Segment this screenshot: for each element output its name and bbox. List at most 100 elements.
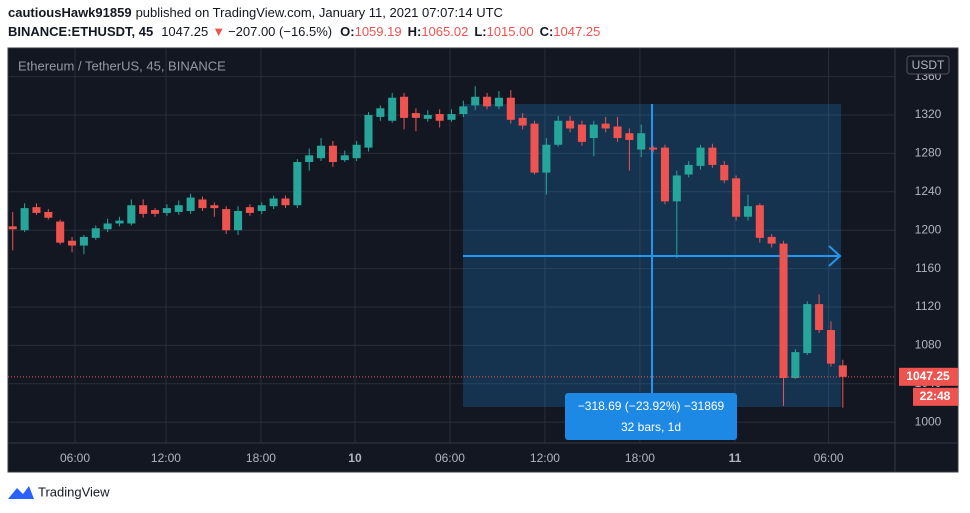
- candle-body: [20, 208, 29, 231]
- x-tick-label: 10: [348, 451, 362, 465]
- ohlc-value: 1015.00: [487, 24, 534, 39]
- ohlc-value: 1047.25: [553, 24, 600, 39]
- candle-body: [340, 155, 349, 161]
- countdown-box: [913, 387, 958, 406]
- last-price-box: [899, 367, 958, 386]
- candle-body: [222, 209, 231, 231]
- down-arrow: ▼: [212, 24, 225, 39]
- candle-body: [779, 243, 788, 379]
- x-tick-label: 11: [729, 451, 742, 465]
- y-tick-label: 1080: [915, 338, 942, 352]
- unit-box: [906, 55, 950, 75]
- candle-body: [352, 144, 361, 159]
- candle-body: [708, 147, 717, 165]
- candle-body: [423, 115, 432, 119]
- x-tick-label: 06:00: [814, 451, 844, 465]
- candle-body: [317, 145, 326, 159]
- candle-body: [696, 147, 705, 166]
- y-tick-label: 1240: [915, 184, 942, 198]
- measure-label-box: [565, 393, 737, 440]
- candle-body: [56, 221, 65, 243]
- measure-change: −318.69 (−23.92%) −31869: [578, 399, 725, 413]
- candle-body: [245, 207, 254, 213]
- candle-body: [151, 210, 160, 214]
- candle-body: [459, 106, 468, 115]
- candle-body: [115, 220, 124, 224]
- candle-body: [328, 145, 337, 163]
- overlay: −318.69 (−23.92%) −31869 32 bars, 1d: [565, 393, 737, 440]
- candle-body: [293, 162, 302, 206]
- candle-body: [79, 236, 88, 246]
- measure-span: 32 bars, 1d: [621, 420, 681, 434]
- candle-body: [554, 120, 563, 145]
- ohlc-value: 1065.02: [421, 24, 468, 39]
- candle-body: [68, 240, 77, 246]
- price-tag: 1047.25 22:48: [899, 367, 958, 406]
- candle-body: [234, 210, 243, 231]
- candle-body: [435, 114, 444, 121]
- symbol-line: BINANCE:ETHUSDT, 45 1047.25 ▼ −207.00 (−16.…: [8, 24, 600, 39]
- candle-body: [506, 97, 515, 120]
- candle-body: [483, 96, 492, 107]
- candle-body: [803, 304, 812, 354]
- countdown: 22:48: [920, 389, 951, 403]
- candle-body: [743, 206, 752, 217]
- candle-body: [649, 147, 658, 150]
- candle-body: [815, 304, 824, 331]
- candle-body: [566, 120, 575, 129]
- candle-body: [364, 115, 373, 148]
- y-tick-label: 1000: [915, 414, 942, 428]
- publish-line: cautiousHawk91859 published on TradingVie…: [8, 5, 503, 20]
- ohlc-label: L:: [474, 24, 486, 39]
- candle-body: [257, 205, 266, 211]
- brand: TradingView: [38, 484, 110, 499]
- price: 1047.25: [161, 24, 208, 39]
- published: published on TradingView.com, January 11…: [136, 5, 503, 20]
- candle-body: [601, 123, 610, 129]
- candle-body: [625, 133, 634, 140]
- candle-body: [269, 198, 278, 207]
- x-tick-label: 06:00: [60, 451, 90, 465]
- unit-label: USDT: [912, 58, 945, 72]
- candle-body: [838, 365, 847, 377]
- y-tick-label: 1320: [915, 107, 942, 121]
- candle-body: [162, 208, 171, 213]
- candle-body: [186, 197, 195, 211]
- candle-body: [518, 117, 527, 126]
- candle-body: [613, 126, 622, 139]
- x-tick-label: 12:00: [151, 451, 181, 465]
- candle-body: [32, 207, 41, 213]
- logo-mark: [8, 486, 34, 499]
- candle-body: [577, 124, 586, 142]
- candle-body: [589, 124, 598, 139]
- candle-body: [660, 147, 669, 202]
- last-price-label: 1047.25: [906, 369, 950, 383]
- candle-body: [400, 96, 409, 118]
- candle-body: [411, 113, 420, 118]
- y-tick-label: 1200: [915, 222, 942, 236]
- change: −207.00 (−16.5%): [228, 24, 332, 39]
- logo: TradingView: [8, 484, 110, 499]
- candle-body: [91, 228, 100, 238]
- candle-body: [376, 108, 385, 117]
- symbol: BINANCE:ETHUSDT, 45: [8, 24, 153, 39]
- candle-body: [767, 236, 776, 244]
- candle-body: [44, 211, 53, 218]
- x-tick-label: 12:00: [530, 451, 560, 465]
- candle-body: [755, 205, 764, 238]
- candle-body: [542, 144, 551, 173]
- author: cautiousHawk91859: [8, 5, 132, 20]
- candle-body: [494, 97, 503, 107]
- ohlc-label: O:: [340, 24, 354, 39]
- candle-body: [447, 114, 456, 120]
- candle-body: [210, 205, 219, 209]
- ohlc-label: H:: [408, 24, 422, 39]
- candle-body: [826, 330, 835, 364]
- ohlc-value: 1059.19: [355, 24, 402, 39]
- candle-body: [103, 223, 112, 230]
- candle-body: [174, 205, 183, 212]
- candle-body: [8, 226, 17, 230]
- chart-title: Ethereum / TetherUS, 45, BINANCE: [18, 58, 226, 73]
